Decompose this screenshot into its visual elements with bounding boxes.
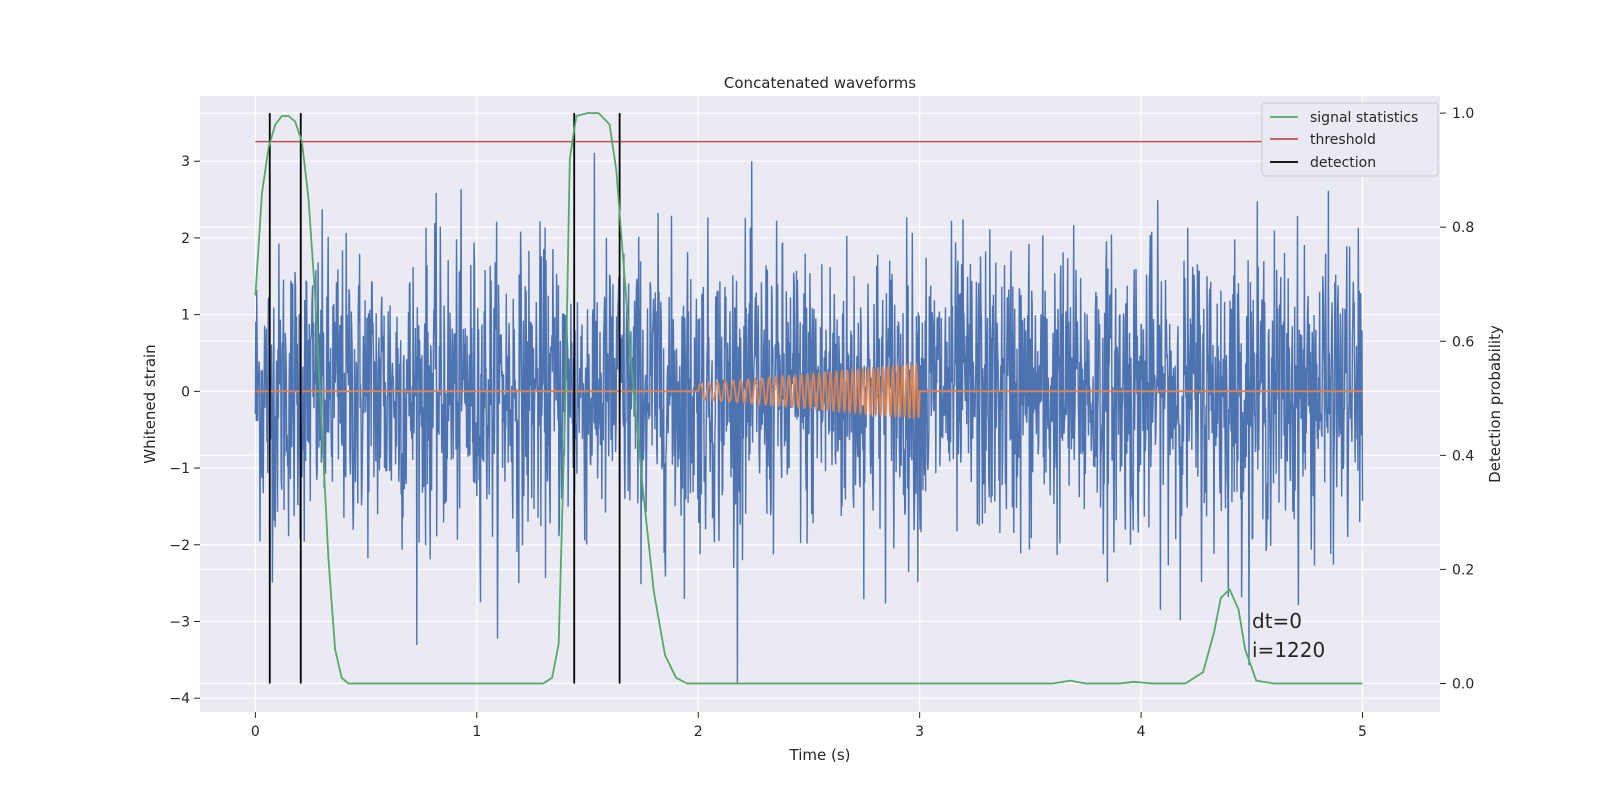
left-axis-ticks: −4 −3 −2 −1 0 1 2 3 bbox=[169, 154, 200, 707]
series-signal-statistics bbox=[254, 112, 1363, 685]
y-tick-label-6: 2 bbox=[181, 231, 190, 247]
y-tick-label-3: −1 bbox=[169, 461, 190, 477]
legend-box bbox=[1261, 102, 1439, 177]
y-right-tick-label-3: 0.6 bbox=[1452, 334, 1474, 350]
y-right-tick-label-0: 0.0 bbox=[1452, 676, 1474, 692]
chart-title: Concatenated waveforms bbox=[724, 74, 916, 92]
x-tick-label-3: 3 bbox=[915, 724, 924, 740]
y-right-tick-label-1: 0.2 bbox=[1452, 562, 1474, 578]
annotation-dt: dt=0 bbox=[1252, 609, 1302, 633]
legend-label-detection: detection bbox=[1310, 155, 1376, 171]
series-chirp-template bbox=[255, 361, 1363, 422]
legend-label-signal-statistics: signal statistics bbox=[1310, 110, 1418, 126]
x-axis-label: Time (s) bbox=[789, 746, 851, 764]
legend: signal statistics threshold detection bbox=[1261, 102, 1439, 177]
y-tick-label-4: 0 bbox=[181, 384, 190, 400]
right-axis-ticks: 0.0 0.2 0.4 0.6 0.8 1.0 bbox=[1440, 106, 1474, 692]
y-tick-label-5: 1 bbox=[181, 308, 190, 324]
gridlines bbox=[200, 96, 1440, 712]
y-tick-label-2: −2 bbox=[169, 538, 190, 554]
series-layer bbox=[254, 112, 1364, 685]
y-right-tick-label-5: 1.0 bbox=[1452, 106, 1474, 122]
bottom-axis-ticks: 0 1 2 3 4 5 bbox=[251, 712, 1367, 740]
x-tick-label-2: 2 bbox=[694, 724, 703, 740]
x-tick-label-4: 4 bbox=[1137, 724, 1146, 740]
legend-label-threshold: threshold bbox=[1310, 132, 1376, 148]
y-axis-label: Whitened strain bbox=[141, 344, 159, 463]
y-axis-right-label: Detection probability bbox=[1486, 325, 1504, 483]
y-right-tick-label-4: 0.8 bbox=[1452, 220, 1474, 236]
y-right-tick-label-2: 0.4 bbox=[1452, 448, 1474, 464]
series-whitened-noise bbox=[254, 152, 1364, 683]
x-tick-label-5: 5 bbox=[1358, 724, 1367, 740]
y-tick-label-7: 3 bbox=[181, 154, 190, 170]
annotation-index: i=1220 bbox=[1252, 638, 1325, 662]
x-tick-label-1: 1 bbox=[472, 724, 481, 740]
y-tick-label-0: −4 bbox=[169, 691, 190, 707]
y-tick-label-1: −3 bbox=[169, 614, 190, 630]
x-tick-label-0: 0 bbox=[251, 724, 260, 740]
